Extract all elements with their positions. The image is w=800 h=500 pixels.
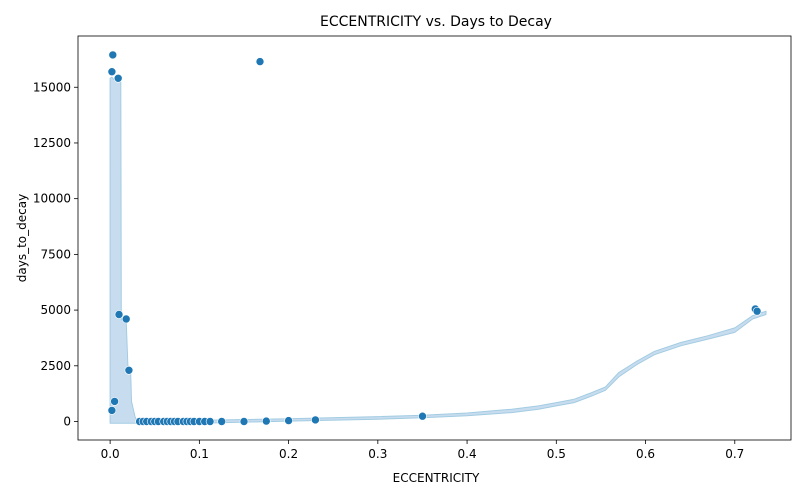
data-point [121, 314, 131, 324]
data-point [284, 416, 293, 425]
y-tick-label: 5000 [40, 303, 71, 317]
data-point [311, 415, 320, 425]
x-tick-label: 0.5 [547, 447, 566, 461]
y-axis-ticks: 0 2500 5000 7500 10000 12500 15000 [33, 80, 78, 429]
data-point [217, 417, 226, 426]
data-point [110, 397, 119, 406]
y-tick-label: 10000 [33, 192, 71, 206]
x-tick-label: 0.2 [279, 447, 298, 461]
data-point [255, 57, 265, 66]
y-tick-label: 12500 [33, 136, 71, 150]
y-tick-label: 15000 [33, 80, 71, 94]
data-point [114, 310, 124, 319]
data-point [107, 67, 117, 76]
y-tick-label: 2500 [40, 359, 71, 373]
data-point [124, 365, 134, 375]
x-tick-label: 0.3 [368, 447, 387, 461]
data-point [108, 50, 118, 60]
data-point [418, 411, 427, 421]
axes-frame [77, 35, 792, 441]
data-points-layer [107, 50, 762, 426]
plot-area-border [77, 35, 792, 441]
data-point [752, 306, 762, 316]
y-tick-label: 7500 [40, 247, 71, 261]
x-tick-label: 0.4 [458, 447, 477, 461]
density-band [109, 76, 767, 424]
data-point [239, 417, 249, 426]
data-point [113, 74, 123, 83]
x-tick-label: 0.0 [101, 447, 120, 461]
x-tick-label: 0.1 [190, 447, 209, 461]
x-tick-label: 0.6 [636, 447, 655, 461]
x-axis-ticks: 0.0 0.1 0.2 0.3 0.4 0.5 0.6 0.7 [101, 440, 744, 461]
data-point [107, 406, 117, 415]
x-tick-label: 0.7 [725, 447, 744, 461]
data-point [205, 417, 215, 426]
x-axis-label: ECCENTRICITY [393, 471, 480, 485]
data-point [261, 416, 271, 426]
y-tick-label: 0 [63, 415, 71, 429]
chart-title: ECCENTRICITY vs. Days to Decay [320, 14, 552, 30]
density-band-layer [109, 76, 767, 424]
y-axis-label: days_to_decay [15, 194, 29, 282]
